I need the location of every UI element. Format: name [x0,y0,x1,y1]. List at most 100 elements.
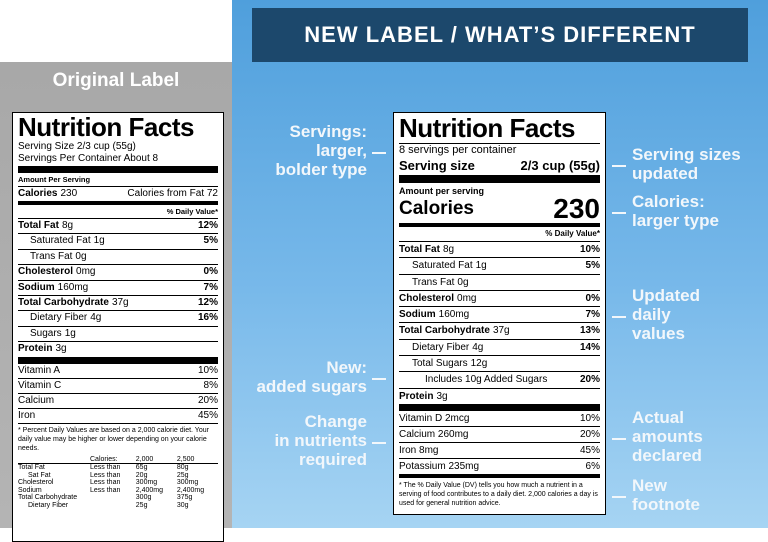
nutrient: Includes 10g Added Sugars [425,372,550,387]
reference-row: Total Carbohydrate 300g 375g [18,494,218,502]
serving-size-row: Serving size 2/3 cup (55g) [399,157,600,174]
rule [399,473,600,478]
footnote: * Percent Daily Values are based on a 2,… [18,426,209,452]
nutrient-row: Trans Fat 0g [18,248,218,264]
connector [612,496,626,498]
annotation: New footnote [632,476,700,514]
connector [612,437,626,440]
reference-cell: 300mg [176,479,199,487]
amount-per-serving: Amount Per Serving [18,175,91,184]
reference-cell: Less than [90,471,121,479]
nutrient: Total Fat 8g [18,219,73,233]
nutrient-row: Total Fat 8g 12% [18,218,218,233]
nutrient-amount: 3g [436,390,448,402]
nutrient-amount: 3g [55,343,67,355]
annotation-line: amounts [632,427,703,446]
nutrient-amount: 8g [442,244,455,255]
nutrient-row: Trans Fat 0g [399,273,600,290]
nutrient-row: Saturated Fat 1g 5% [399,257,600,273]
nutrient-amount: 4g [472,341,484,353]
nutrient-dv: 12% [197,297,218,309]
nutrient: Trans Fat 0g [412,275,469,290]
nutrient-row: Cholesterol 0mg 0% [18,264,218,279]
nutrient: Sodium 160mg [18,281,88,295]
rule [399,223,600,227]
nutrient-dv: 5% [585,260,600,272]
annotation: Serving sizes updated [632,145,741,183]
calories-row: Calories 230 Calories from Fat 72 [18,186,218,201]
annotation-line: New [632,476,667,495]
nutrient-name: Cholesterol [399,292,455,304]
nutrient: Protein 3g [18,342,67,356]
annotation-line: added sugars [256,377,367,396]
reference-row: Total Fat Less than 65g 80g [18,463,218,472]
nutrient-row: Includes 10g Added Sugars 20% [399,371,600,387]
nutrient: Cholesterol 0mg [399,291,476,306]
reference-cell: 2,400mg [135,486,164,494]
nutrient-row: Saturated Fat 1g 5% [18,233,218,248]
vitamin-row: Iron 8mg 45% [399,441,600,458]
reference-cell: 2,400mg [176,486,205,494]
nutrient-amount: 0g [75,250,87,262]
servings-per-container: Servings Per Container About 8 [18,153,159,164]
annotation-line: in nutrients [274,431,367,450]
nutrient-name: Dietary Fiber [412,341,470,353]
nutrient-row: Sodium 160mg 7% [18,279,218,295]
nutrient-amount: 1g [475,260,487,272]
nutrient-amount: 1g [93,235,105,247]
vitamin-dv: 45% [197,409,218,421]
nutrient-dv: 14% [579,341,600,353]
calories-from-fat: Calories from Fat 72 [127,188,218,199]
original-label: Nutrition Facts Serving Size 2/3 cup (55g… [12,112,224,542]
reference-cell: Calories: [90,455,118,463]
banner: NEW LABEL / WHAT’S DIFFERENT [252,8,748,62]
amount-per-serving: Amount per serving [399,186,485,196]
nutrient-amount: 8g [61,220,74,231]
annotation-line: Updated [632,286,700,305]
nutrient: Sodium 160mg [399,307,469,322]
vitamin-name: Calcium [18,394,55,406]
vitamin-row: Vitamin D 2mcg 10% [399,411,600,426]
nutrient-name: Total Sugars [412,358,468,370]
reference-row: Sodium Less than 2,400mg 2,400mg [18,487,218,495]
reference-cell: Sodium [18,486,42,494]
annotation-line: declared [632,446,702,465]
nutrient-name: Trans Fat [30,250,73,262]
rule [399,143,600,144]
calories-group: Calories 230 [18,187,77,201]
rule [18,356,218,364]
reference-cell: Total Fat [18,464,45,472]
reference-cell: 2,000 [135,455,154,463]
nutrient-row: Total Sugars 12g [399,355,600,371]
nutrient-name: Cholesterol [18,266,74,278]
rule [399,175,600,183]
nutrient: Trans Fat 0g [30,250,87,264]
nutrient-dv: 10% [579,244,600,255]
annotation-line: larger, [315,141,367,160]
rule [399,403,600,411]
connector [372,441,386,444]
label-title: Nutrition Facts [399,113,575,143]
footnote: * The % Daily Value (DV) tells you how m… [399,481,598,507]
vitamin-name: Vitamin C [18,379,62,391]
servings-per-container: 8 servings per container [399,144,517,156]
reference-cell: Dietary Fiber [28,501,69,509]
nutrient-row: Protein 3g [18,341,218,356]
nutrient: Total Sugars 12g [412,356,487,371]
connector [372,378,386,380]
nutrient-name: Total Carbohydrate [399,325,490,337]
dv-header: % Daily Value* [545,229,600,238]
nutrient-name: Sodium [18,281,55,293]
nutrient-row: Cholesterol 0mg 0% [399,289,600,306]
nutrient-amount: 37g [111,297,129,309]
vitamin-row: Potassium 235mg 6% [399,457,600,474]
rule [18,422,218,424]
nutrient-row: Sodium 160mg 7% [399,306,600,322]
nutrient-amount: 0mg [76,266,96,278]
reference-cell: 375g [176,494,193,502]
vitamin-dv: 10% [579,412,600,424]
annotation-line: Serving sizes [632,145,741,164]
nutrient: Cholesterol 0mg [18,265,95,279]
reference-cell: Total Carbohydrate [18,494,78,502]
